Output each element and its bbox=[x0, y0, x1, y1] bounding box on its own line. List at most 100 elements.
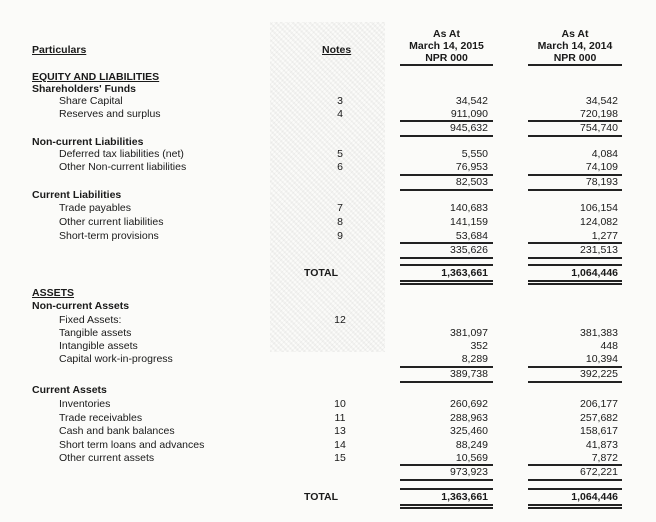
value-2015: 325,460 bbox=[450, 425, 488, 437]
value-2014: 206,177 bbox=[580, 398, 618, 410]
value-2014: 158,617 bbox=[580, 425, 618, 437]
scan-noise bbox=[270, 22, 385, 352]
line-item-label: Short term loans and advances bbox=[59, 439, 205, 451]
section-heading: ASSETS bbox=[32, 287, 75, 299]
value-2014: 41,873 bbox=[585, 439, 618, 451]
subtotal-rule-bottom bbox=[400, 479, 493, 481]
total-rule-bottom-2 bbox=[528, 507, 622, 509]
subtotal-rule-bottom bbox=[528, 381, 622, 383]
value-2014: 1,277 bbox=[591, 230, 618, 242]
value-2014: 124,082 bbox=[580, 216, 618, 228]
value-2014: 7,872 bbox=[591, 452, 618, 464]
column-header-2014: As At March 14, 2014 NPR 000 bbox=[528, 28, 622, 64]
line-item-label: Capital work-in-progress bbox=[59, 353, 173, 365]
subtotal-2014: 78,193 bbox=[585, 176, 618, 188]
subtotal-rule-top bbox=[400, 120, 493, 122]
header-rule bbox=[528, 64, 622, 66]
col2-line3: NPR 000 bbox=[553, 52, 597, 64]
total-2015: 1,363,661 bbox=[441, 491, 488, 503]
value-2014: 448 bbox=[600, 340, 618, 352]
value-2014: 720,198 bbox=[580, 108, 618, 120]
total-rule-bottom-2 bbox=[528, 283, 622, 285]
line-item-label: Other current assets bbox=[59, 452, 155, 464]
col1-line1: As At bbox=[432, 28, 461, 40]
total-rule-bottom-2 bbox=[400, 507, 493, 509]
subtotal-rule-top bbox=[528, 242, 622, 244]
col1-line2: March 14, 2015 bbox=[409, 40, 484, 52]
subtotal-rule-bottom bbox=[400, 257, 493, 259]
subtotal-rule-bottom bbox=[528, 135, 622, 137]
value-2014: 74,109 bbox=[585, 161, 618, 173]
value-2015: 10,569 bbox=[455, 452, 488, 464]
section-heading: EQUITY AND LIABILITIES bbox=[32, 71, 160, 83]
subtotal-rule-top bbox=[400, 242, 493, 244]
subtotal-rule-bottom bbox=[400, 381, 493, 383]
line-item-label: Trade receivables bbox=[59, 412, 143, 424]
group-heading: Current Liabilities bbox=[32, 189, 122, 201]
line-item-label: Other current liabilities bbox=[59, 216, 164, 228]
column-header-2015: As At March 14, 2015 NPR 000 bbox=[400, 28, 493, 64]
group-heading: Current Assets bbox=[32, 384, 107, 396]
col1-line3: NPR 000 bbox=[425, 52, 468, 64]
line-item-label: Intangible assets bbox=[59, 340, 138, 352]
subtotal-2015: 82,503 bbox=[455, 176, 488, 188]
value-2015: 260,692 bbox=[450, 398, 488, 410]
note-ref: 3 bbox=[337, 95, 343, 107]
value-2015: 140,683 bbox=[450, 202, 488, 214]
line-item-label: Deferred tax liabilities (net) bbox=[59, 148, 184, 160]
subtotal-2014: 754,740 bbox=[580, 122, 618, 134]
total-rule-bottom bbox=[400, 280, 493, 282]
subtotal-rule-top bbox=[528, 174, 622, 176]
subtotal-rule-top bbox=[400, 174, 493, 176]
note-ref: 7 bbox=[337, 202, 343, 214]
value-2014: 381,383 bbox=[580, 327, 618, 339]
value-2015: 34,542 bbox=[455, 95, 488, 107]
col2-line1: As At bbox=[561, 28, 589, 40]
value-2014: 4,084 bbox=[591, 148, 618, 160]
line-item-label: Other Non-current liabilities bbox=[59, 161, 187, 173]
subtotal-rule-bottom bbox=[528, 479, 622, 481]
value-2015: 88,249 bbox=[455, 439, 488, 451]
note-ref: 9 bbox=[337, 230, 343, 242]
group-heading: Shareholders' Funds bbox=[32, 83, 137, 95]
note-ref: 12 bbox=[334, 314, 346, 326]
note-ref: 6 bbox=[337, 161, 343, 173]
subtotal-rule-top bbox=[528, 366, 622, 368]
value-2014: 34,542 bbox=[585, 95, 618, 107]
note-ref: 13 bbox=[334, 425, 346, 437]
value-2015: 911,090 bbox=[450, 108, 488, 120]
total-2014: 1,064,446 bbox=[571, 491, 618, 503]
subtotal-2014: 672,221 bbox=[580, 466, 618, 478]
note-ref: 14 bbox=[334, 439, 346, 451]
line-item-label: Reserves and surplus bbox=[59, 108, 161, 120]
col2-line2: March 14, 2014 bbox=[537, 40, 613, 52]
value-2015: 76,953 bbox=[455, 161, 488, 173]
total-rule-bottom bbox=[400, 504, 493, 506]
value-2014: 10,394 bbox=[585, 353, 618, 365]
total-rule-top bbox=[528, 488, 622, 490]
total-rule-top bbox=[528, 264, 622, 266]
subtotal-2015: 945,632 bbox=[450, 122, 488, 134]
group-heading: Non-current Assets bbox=[32, 300, 130, 312]
line-item-label: Fixed Assets: bbox=[59, 314, 122, 326]
total-label: TOTAL bbox=[304, 267, 339, 279]
header-rule bbox=[400, 64, 493, 66]
subtotal-rule-bottom bbox=[400, 189, 493, 191]
subtotal-2015: 973,923 bbox=[450, 466, 488, 478]
subtotal-rule-bottom bbox=[528, 189, 622, 191]
particulars-header: Particulars bbox=[32, 44, 87, 56]
notes-header: Notes bbox=[322, 44, 352, 56]
subtotal-2014: 392,225 bbox=[580, 368, 618, 380]
subtotal-rule-bottom bbox=[528, 257, 622, 259]
total-rule-top bbox=[400, 488, 493, 490]
note-ref: 11 bbox=[334, 412, 346, 424]
value-2015: 288,963 bbox=[450, 412, 488, 424]
total-2015: 1,363,661 bbox=[441, 267, 488, 279]
note-ref: 4 bbox=[337, 108, 343, 120]
total-rule-bottom-2 bbox=[400, 283, 493, 285]
note-ref: 5 bbox=[337, 148, 343, 160]
total-rule-bottom bbox=[528, 504, 622, 506]
subtotal-rule-bottom bbox=[400, 135, 493, 137]
value-2015: 381,097 bbox=[450, 327, 488, 339]
note-ref: 10 bbox=[334, 398, 346, 410]
